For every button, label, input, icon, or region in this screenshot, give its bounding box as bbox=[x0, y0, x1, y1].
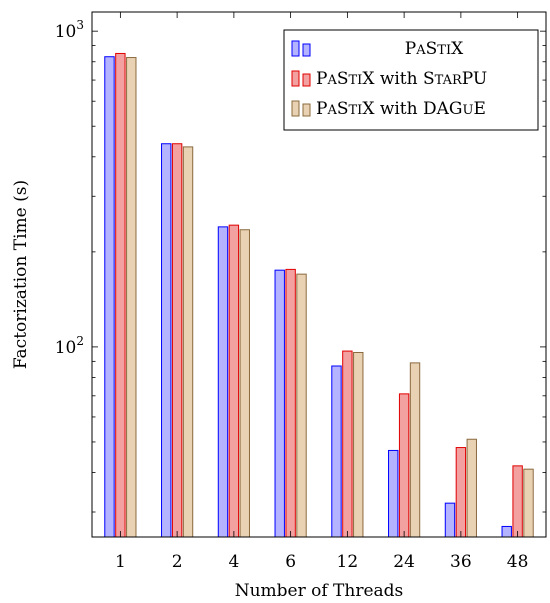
axes bbox=[91, 11, 547, 538]
bar-1-12 bbox=[331, 365, 342, 538]
bar-2-36 bbox=[455, 447, 467, 538]
legend-swatch bbox=[302, 73, 311, 87]
x-tick-label: 12 bbox=[337, 552, 359, 572]
bar-1-48 bbox=[501, 525, 512, 538]
bar-1-2 bbox=[161, 143, 172, 538]
legend-entry-1: PASTIX bbox=[291, 39, 464, 59]
bar-2-6 bbox=[285, 268, 296, 538]
x-tick-labels: 1 2 4 6 12 24 36 48 bbox=[115, 552, 528, 572]
y-tick-exp: 2 bbox=[76, 334, 84, 348]
bar-3-2 bbox=[182, 146, 194, 538]
bar-3-6 bbox=[296, 273, 307, 538]
legend-box bbox=[283, 29, 539, 131]
bar-1-36 bbox=[444, 502, 456, 538]
bar-2-12 bbox=[342, 350, 353, 538]
bar-3-36 bbox=[466, 438, 477, 538]
x-tick-label: 2 bbox=[172, 552, 183, 572]
legend-swatch bbox=[291, 100, 300, 117]
axes-frame bbox=[91, 11, 547, 538]
legend-entry-2: PASTIX with STARPU bbox=[291, 69, 487, 89]
legend-label: PASTIX with DAGUE bbox=[316, 99, 486, 119]
y-tick-exp: 3 bbox=[76, 18, 84, 32]
bar-2-1 bbox=[115, 52, 126, 538]
bar-2-4 bbox=[228, 224, 240, 538]
y-tick-label: 102 bbox=[55, 334, 84, 358]
x-tick-label: 24 bbox=[393, 552, 415, 572]
legend-swatch bbox=[291, 40, 300, 57]
x-tick-label: 4 bbox=[228, 552, 239, 572]
y-tick-label: 103 bbox=[55, 18, 84, 42]
bar-1-6 bbox=[274, 269, 285, 538]
bar-3-48 bbox=[523, 468, 534, 538]
y-tick-base: 10 bbox=[55, 338, 77, 358]
bar-3-4 bbox=[239, 229, 250, 538]
legend-entry-3: PASTIX with DAGUE bbox=[291, 99, 486, 119]
legend-swatch bbox=[302, 43, 311, 57]
x-tick-label: 36 bbox=[450, 552, 472, 572]
bar-1-24 bbox=[388, 449, 399, 538]
x-tick-label: 1 bbox=[115, 552, 126, 572]
legend-swatch bbox=[302, 103, 311, 117]
y-axis-label: Factorization Time (s) bbox=[11, 180, 31, 369]
bar-3-1 bbox=[126, 57, 137, 538]
bar-3-24 bbox=[409, 362, 421, 538]
legend-label: PASTIX with STARPU bbox=[316, 69, 487, 89]
bars bbox=[104, 52, 534, 538]
bar-3-12 bbox=[353, 352, 364, 538]
legend: PASTIX PASTIX with STARPU PASTIX with DAGU… bbox=[283, 29, 539, 131]
bar-1-1 bbox=[104, 56, 115, 538]
x-tick-label: 6 bbox=[285, 552, 296, 572]
bar-1-4 bbox=[217, 226, 229, 538]
bar-2-2 bbox=[171, 143, 183, 538]
y-tick-base: 10 bbox=[55, 22, 77, 42]
legend-label: PASTIX bbox=[405, 39, 464, 59]
bar-2-24 bbox=[398, 393, 410, 538]
legend-swatch bbox=[291, 70, 300, 87]
x-tick-label: 48 bbox=[507, 552, 529, 572]
bar-2-48 bbox=[512, 465, 523, 538]
x-axis-label: Number of Threads bbox=[235, 581, 404, 601]
